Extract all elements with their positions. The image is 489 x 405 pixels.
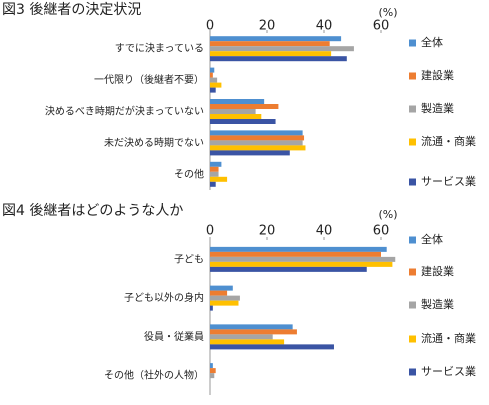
bar [210,181,216,187]
legend-swatch [409,268,416,276]
bar [210,109,256,114]
bar [210,256,396,262]
bar [210,305,213,311]
legend-swatch [409,72,416,80]
y-tick-label: 未だ決める時期でない [104,137,204,149]
bar [210,373,215,379]
y-tick-label: その他（社外の人物） [104,369,204,382]
bar [210,150,290,156]
legend-label: 製造業 [421,101,454,115]
bar [210,119,276,124]
bar [210,99,265,104]
legend-swatch [409,138,416,146]
bar [210,339,285,345]
bar [210,77,218,83]
legend-swatch [409,301,416,309]
x-tick-label: 0 [206,224,214,239]
bar [210,171,219,177]
bar [210,161,222,167]
bar [210,285,233,291]
legend-swatch [409,105,416,113]
x-tick-label: 60 [373,19,390,34]
bar [210,145,306,151]
bar [210,344,334,350]
bar [210,295,240,301]
legend-label: 流通・商業 [421,134,476,148]
bar [210,46,354,52]
x-tick-label: 40 [316,224,333,239]
bar [210,135,305,141]
bar [210,56,347,62]
chart-title: 図3 後継者の決定状況 [2,2,141,18]
legend-swatch [409,39,416,47]
legend-swatch [409,236,416,244]
bar [210,104,279,109]
legend-label: 建設業 [421,264,454,278]
bar [210,290,228,296]
bar [210,246,387,252]
bar [210,300,239,306]
bar [210,176,228,182]
bar [210,324,293,330]
y-tick-label: その他 [174,167,204,180]
bar [210,368,216,374]
chart-title: 図4 後継者はどのような人か [2,203,183,219]
x-tick-label: 0 [206,19,214,34]
bar [210,114,262,119]
y-tick-label: 決めるべき時期だが決まっていない [45,105,204,118]
bar [210,166,219,172]
y-tick-label: 一代限り（後継者不要） [94,73,204,86]
x-tick-label: 40 [316,19,333,34]
unit-label: (%) [378,208,397,221]
bar [210,329,297,335]
bar [210,140,303,146]
unit-label: (%) [378,6,397,19]
bar [210,130,303,136]
legend-label: 製造業 [421,297,454,311]
bar [210,261,393,267]
legend-label: サービス業 [421,175,476,188]
bar [210,67,215,73]
legend-label: 建設業 [421,68,454,82]
bar [210,87,216,93]
x-tick-label: 20 [259,224,276,239]
legend-swatch [409,335,416,343]
legend-label: 全体 [421,232,443,246]
bar [210,334,273,340]
x-tick-label: 60 [373,224,390,239]
y-tick-label: 子ども [174,253,204,265]
bar [210,363,213,369]
legend-swatch [409,178,416,186]
y-tick-label: 役員・従業員 [144,330,204,343]
bar [210,41,330,47]
y-tick-label: 子ども以外の身内 [124,291,204,304]
bar [210,72,213,78]
bar [210,36,342,42]
bar [210,82,222,88]
x-tick-label: 20 [259,19,276,34]
bar [210,266,367,272]
legend-label: 全体 [421,35,443,49]
bar [210,51,332,57]
legend-label: 流通・商業 [421,331,476,345]
legend-label: サービス業 [421,365,476,378]
bar [210,251,381,257]
y-tick-label: すでに決まっている [115,43,204,55]
legend-swatch [409,368,416,376]
